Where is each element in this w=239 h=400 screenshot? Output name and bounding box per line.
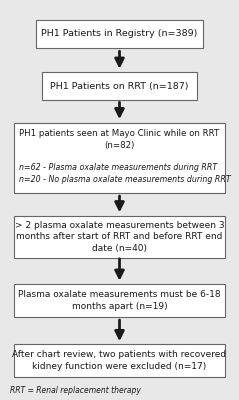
FancyBboxPatch shape bbox=[14, 344, 225, 377]
Text: RRT = Renal replacement therapy: RRT = Renal replacement therapy bbox=[10, 386, 141, 395]
Text: Plasma oxalate measurements must be 6-18
months apart (n=19): Plasma oxalate measurements must be 6-18… bbox=[18, 290, 221, 311]
Text: n=62 - Plasma oxalate measurements during RRT
n=20 - No plasma oxalate measureme: n=62 - Plasma oxalate measurements durin… bbox=[19, 163, 231, 184]
Text: After chart review, two patients with recovered
kidney function were excluded (n: After chart review, two patients with re… bbox=[12, 350, 227, 371]
Text: PH1 patients seen at Mayo Clinic while on RRT
(n=82): PH1 patients seen at Mayo Clinic while o… bbox=[19, 129, 220, 162]
FancyBboxPatch shape bbox=[42, 72, 197, 100]
Text: PH1 Patients on RRT (n=187): PH1 Patients on RRT (n=187) bbox=[50, 82, 189, 90]
FancyBboxPatch shape bbox=[14, 284, 225, 317]
FancyBboxPatch shape bbox=[14, 216, 225, 258]
FancyBboxPatch shape bbox=[14, 123, 225, 193]
Text: PH1 Patients in Registry (n=389): PH1 Patients in Registry (n=389) bbox=[41, 30, 198, 38]
FancyBboxPatch shape bbox=[36, 20, 203, 48]
Text: > 2 plasma oxalate measurements between 3
months after start of RRT and before R: > 2 plasma oxalate measurements between … bbox=[15, 220, 224, 253]
